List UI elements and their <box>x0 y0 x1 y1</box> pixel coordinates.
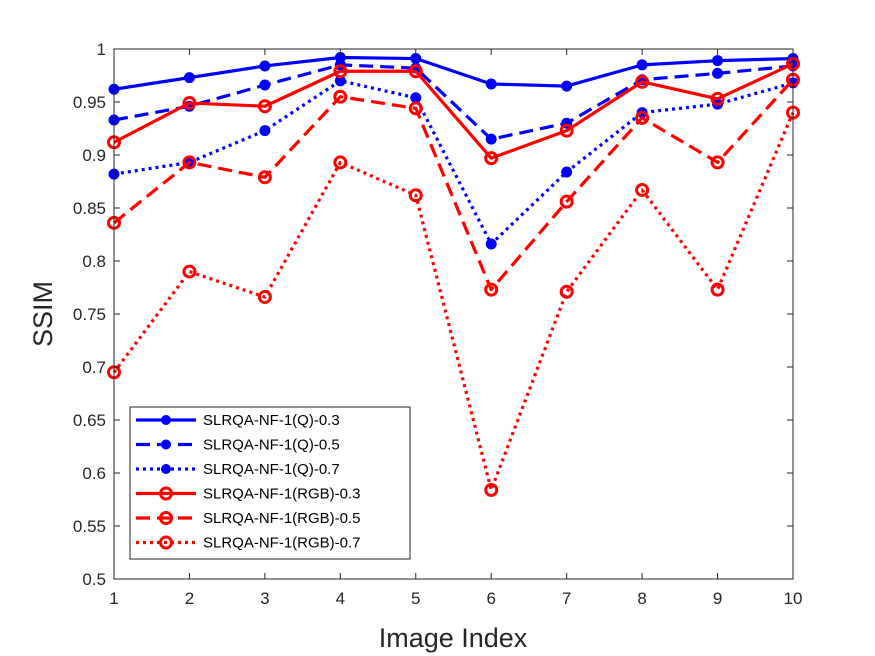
data-point <box>561 166 573 178</box>
data-point <box>410 92 422 104</box>
data-point <box>712 67 724 79</box>
data-point <box>182 96 197 111</box>
legend-marker <box>161 439 171 450</box>
x-axis-title: Image Index <box>379 623 528 653</box>
y-tick-label: 0.6 <box>82 464 106 483</box>
data-point <box>559 284 574 299</box>
data-point <box>484 282 499 297</box>
data-point <box>561 80 573 92</box>
data-point <box>257 99 272 114</box>
x-tick-label: 8 <box>637 589 646 608</box>
series-line <box>113 79 794 246</box>
y-tick-label: 0.5 <box>82 570 106 589</box>
data-point <box>710 155 725 170</box>
data-point <box>410 53 422 65</box>
data-point <box>635 182 650 197</box>
legend-marker <box>159 535 173 550</box>
series-6 <box>107 105 800 497</box>
legend-label: SLRQA-NF-1(RGB)-0.7 <box>203 535 361 552</box>
legend-label: SLRQA-NF-1(Q)-0.5 <box>203 437 340 454</box>
x-tick-label: 2 <box>185 589 194 608</box>
y-tick-label: 0.55 <box>73 517 106 536</box>
data-point <box>183 72 195 84</box>
data-point <box>485 238 497 250</box>
data-point <box>559 123 574 138</box>
legend-label: SLRQA-NF-1(RGB)-0.3 <box>203 486 361 503</box>
data-point <box>333 155 348 170</box>
series-line <box>113 62 794 160</box>
data-point <box>712 55 724 67</box>
x-tick-label: 7 <box>562 589 571 608</box>
legend-label: SLRQA-NF-1(Q)-0.3 <box>203 412 340 429</box>
data-point <box>485 78 497 90</box>
data-point <box>182 264 197 279</box>
data-point <box>257 290 272 305</box>
x-tick-label: 4 <box>336 589 345 608</box>
data-point <box>408 101 423 116</box>
data-point <box>636 59 648 71</box>
legend-label: SLRQA-NF-1(Q)-0.7 <box>203 461 340 478</box>
legend-label: SLRQA-NF-1(RGB)-0.5 <box>203 510 361 527</box>
legend: SLRQA-NF-1(Q)-0.3 SLRQA-NF-1(Q)-0.5 SLRQA-… <box>129 406 411 560</box>
legend-entry: SLRQA-NF-1(Q)-0.5 <box>136 437 340 454</box>
legend-marker <box>161 464 171 474</box>
y-tick-label: 0.65 <box>73 411 106 430</box>
data-point <box>485 133 497 145</box>
data-point <box>259 125 271 137</box>
x-tick-label: 6 <box>486 589 495 608</box>
y-tick-label: 0.95 <box>73 93 106 112</box>
x-tick-label: 3 <box>260 589 269 608</box>
legend-entry: SLRQA-NF-1(RGB)-0.7 <box>136 535 361 552</box>
legend-entry: SLRQA-NF-1(RGB)-0.3 <box>136 486 361 503</box>
series-layer <box>107 51 800 497</box>
y-tick-label: 0.7 <box>82 358 106 377</box>
data-point <box>710 91 725 106</box>
x-tick-label: 1 <box>109 589 118 608</box>
data-point <box>484 482 499 497</box>
data-point <box>408 64 423 79</box>
ticks-layer: 1 2 3 4 5 6 7 8 9 10 0.5 0.55 0.6 0.65 0.7 0.75 0.8 0.85 0… <box>73 40 803 608</box>
legend-marker <box>159 486 173 501</box>
legend-marker <box>161 415 171 425</box>
y-axis-title: SSIM <box>28 281 58 347</box>
series-line <box>113 63 794 141</box>
x-tick-label: 9 <box>713 589 722 608</box>
series-line <box>113 55 794 91</box>
y-tick-label: 0.8 <box>82 252 106 271</box>
data-point <box>333 64 348 79</box>
series-1 <box>108 51 799 95</box>
y-tick-label: 0.85 <box>73 199 106 218</box>
data-point <box>635 74 650 89</box>
legend-entry: SLRQA-NF-1(Q)-0.3 <box>136 412 340 429</box>
data-point <box>710 282 725 297</box>
y-tick-label: 0.9 <box>82 146 106 165</box>
data-point <box>559 194 574 209</box>
data-point <box>333 89 348 104</box>
legend-entry: SLRQA-NF-1(RGB)-0.5 <box>136 510 361 527</box>
data-point <box>259 79 271 91</box>
y-tick-label: 0.75 <box>73 305 106 324</box>
data-point <box>259 60 271 72</box>
data-point <box>257 170 272 185</box>
legend-entry: SLRQA-NF-1(Q)-0.7 <box>136 461 340 478</box>
series-line <box>112 78 795 292</box>
data-point <box>635 110 650 125</box>
data-point <box>484 151 499 166</box>
data-point <box>408 188 423 203</box>
legend-marker <box>159 511 173 525</box>
legend-box <box>129 406 411 560</box>
x-tick-label: 5 <box>411 589 420 608</box>
y-tick-label: 1 <box>97 40 106 59</box>
x-tick-label: 10 <box>784 589 803 608</box>
data-point <box>182 155 197 170</box>
